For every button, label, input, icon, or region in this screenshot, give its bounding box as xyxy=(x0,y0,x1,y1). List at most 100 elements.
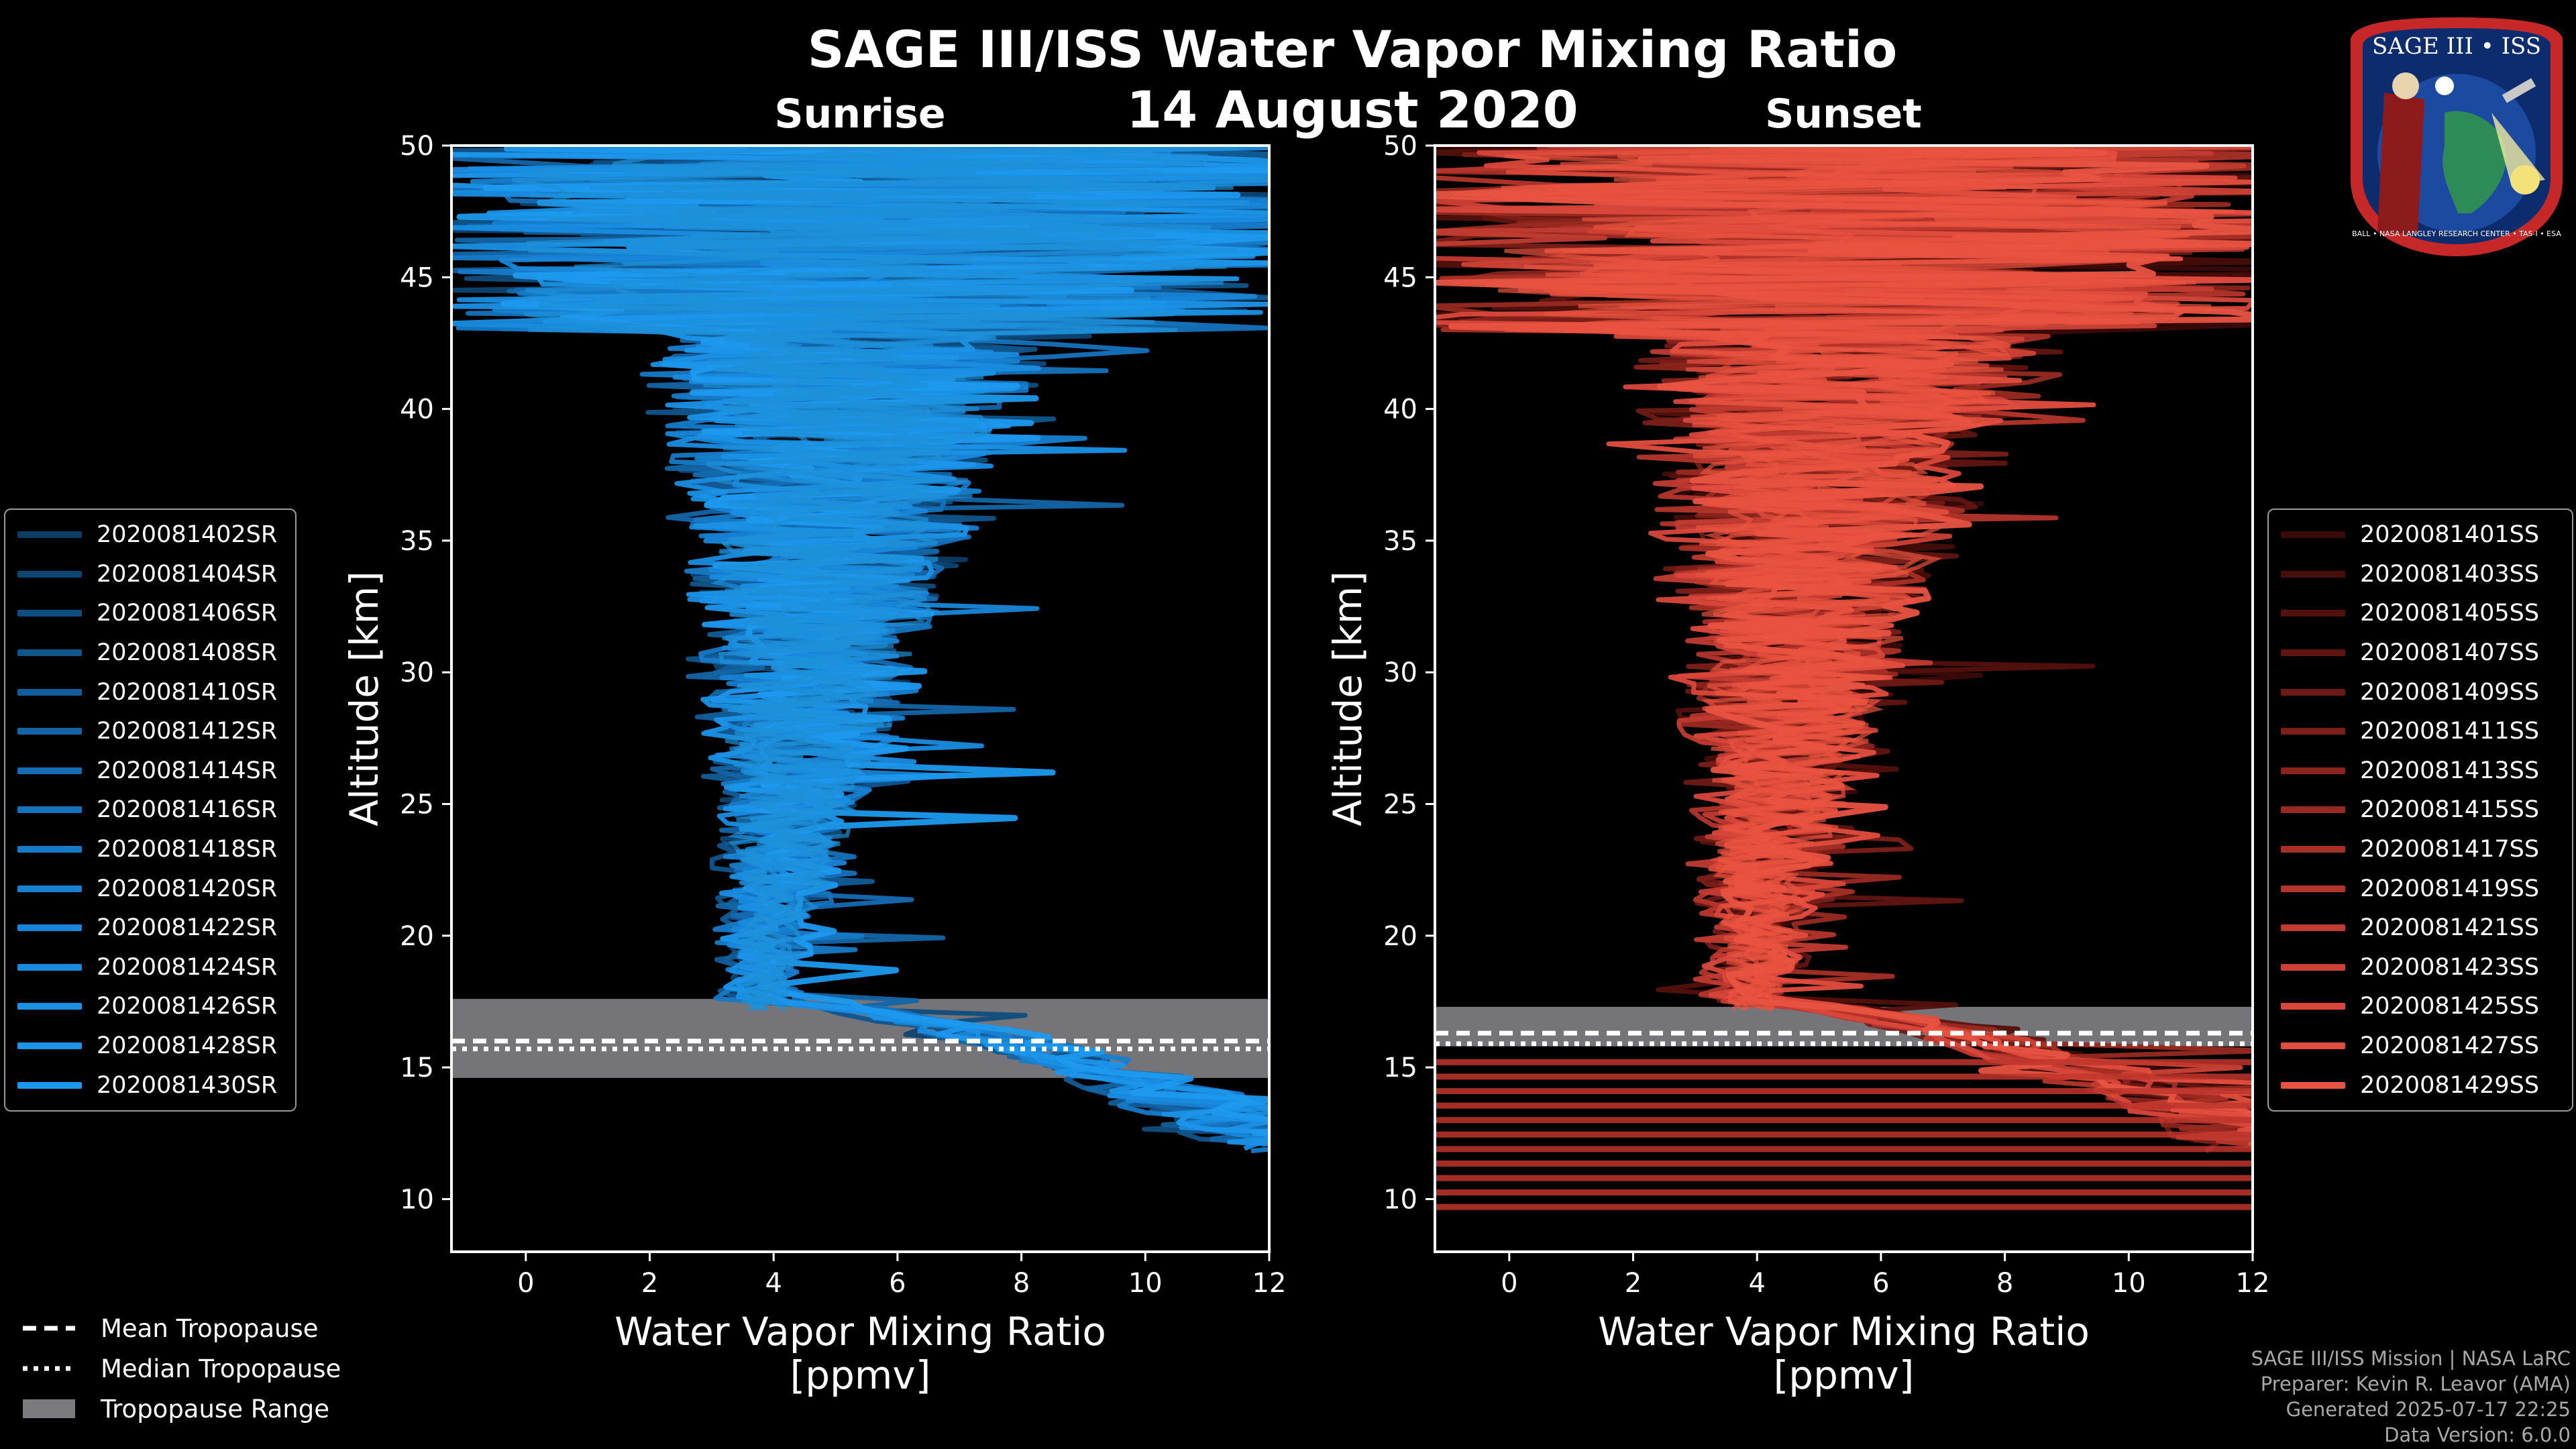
sunset-panel: Sunset 0 2 4 6 8 10 12 10 15 20 25 30 35 40 45 50 Water V… xyxy=(1325,91,2269,1398)
legend-swatch xyxy=(17,570,82,578)
x-axis-label: [ppmv] xyxy=(790,1352,931,1398)
axes-frame xyxy=(450,144,1271,1253)
legend-label: 2020081414SR xyxy=(97,757,278,784)
legend-item-2020081424SR: 2020081424SR xyxy=(5,948,295,987)
tropopause-range-label: Tropopause Range xyxy=(101,1394,330,1424)
sunrise-panel: Sunrise 0 2 4 6 8 10 12 10 15 20 25 30 35 40 45 50 Water … xyxy=(341,91,1287,1398)
x-tick-label: 10 xyxy=(1128,1268,1163,1299)
legend-item-2020081426SR: 2020081426SR xyxy=(5,987,295,1026)
legend-swatch xyxy=(17,846,82,853)
credit-version: Data Version: 6.0.0 xyxy=(2384,1424,2571,1446)
legend-item-2020081423SS: 2020081423SS xyxy=(2269,948,2572,987)
sunrise-legend: 2020081402SR 2020081404SR 2020081406SR 2020… xyxy=(4,508,297,1112)
legend-swatch xyxy=(2281,806,2345,814)
legend-item-2020081422SR: 2020081422SR xyxy=(5,908,295,948)
y-tick-label: 20 xyxy=(400,921,434,952)
legend-label: 2020081410SR xyxy=(97,678,278,706)
legend-swatch xyxy=(17,767,82,774)
legend-item-2020081412SR: 2020081412SR xyxy=(5,712,295,751)
x-tick-label: 2 xyxy=(641,1268,658,1299)
legend-label: 2020081409SS xyxy=(2360,678,2540,706)
legend-item-2020081421SS: 2020081421SS xyxy=(2269,908,2572,948)
legend-median-tropopause: Median Tropopause xyxy=(20,1348,341,1389)
legend-label: 2020081405SS xyxy=(2360,600,2540,627)
legend-swatch xyxy=(2281,963,2345,971)
y-tick-label: 35 xyxy=(400,526,434,557)
x-tick-label: 4 xyxy=(1748,1268,1765,1299)
legend-item-2020081413SS: 2020081413SS xyxy=(2269,751,2572,791)
legend-swatch xyxy=(2281,924,2345,932)
legend-swatch xyxy=(17,649,82,657)
legend-label: 2020081415SS xyxy=(2360,796,2540,824)
y-axis-label: Altitude [km] xyxy=(1325,571,1371,826)
legend-swatch xyxy=(2281,767,2345,774)
median-tropopause-label: Median Tropopause xyxy=(101,1354,341,1383)
legend-label: 2020081425SS xyxy=(2360,993,2540,1020)
y-tick-label: 15 xyxy=(1383,1053,1417,1083)
x-tick-label: 4 xyxy=(765,1268,782,1299)
legend-swatch xyxy=(2281,688,2345,696)
legend-swatch xyxy=(2281,728,2345,735)
y-tick-label: 25 xyxy=(1383,790,1417,820)
legend-swatch xyxy=(2281,1042,2345,1050)
legend-label: 2020081427SS xyxy=(2360,1032,2540,1060)
legend-item-2020081420SR: 2020081420SR xyxy=(5,869,295,908)
logo-ring-text: BALL • NASA LANGLEY RESEARCH CENTER • TA… xyxy=(2352,229,2561,238)
legend-swatch xyxy=(2281,846,2345,853)
legend-swatch xyxy=(2281,885,2345,892)
legend-item-2020081418SR: 2020081418SR xyxy=(5,830,295,869)
logo-title: SAGE III • ISS xyxy=(2372,33,2541,60)
dotted-line-swatch xyxy=(23,1366,75,1371)
legend-swatch xyxy=(2281,570,2345,578)
mean-tropopause-label: Mean Tropopause xyxy=(101,1313,319,1343)
legend-label: 2020081418SR xyxy=(97,836,278,863)
credit-mission: SAGE III/ISS Mission | NASA LaRC xyxy=(2251,1347,2571,1370)
legend-item-2020081416SR: 2020081416SR xyxy=(5,790,295,830)
legend-item-2020081406SR: 2020081406SR xyxy=(5,594,295,633)
profile-overlay xyxy=(526,146,1153,1012)
legend-label: 2020081422SR xyxy=(97,914,278,942)
legend-item-2020081409SS: 2020081409SS xyxy=(2269,672,2572,712)
x-tick-label: 12 xyxy=(1252,1268,1287,1299)
legend-item-2020081428SR: 2020081428SR xyxy=(5,1026,295,1066)
y-tick-label: 30 xyxy=(400,657,434,688)
legend-label: 2020081423SS xyxy=(2360,953,2540,981)
x-tick-label: 8 xyxy=(1013,1268,1030,1299)
legend-label: 2020081401SS xyxy=(2360,521,2540,549)
legend-label: 2020081426SR xyxy=(97,993,278,1020)
y-tick-label: 10 xyxy=(1383,1184,1417,1215)
legend-label: 2020081424SR xyxy=(97,953,278,981)
legend-label: 2020081428SR xyxy=(97,1032,278,1060)
y-tick-label: 50 xyxy=(400,131,434,162)
dashed-line-swatch xyxy=(23,1326,75,1331)
legend-label: 2020081420SR xyxy=(97,875,278,902)
legend-item-2020081414SR: 2020081414SR xyxy=(5,751,295,791)
legend-swatch xyxy=(17,924,82,932)
legend-swatch xyxy=(17,688,82,696)
range-swatch xyxy=(23,1399,75,1418)
y-tick-label: 40 xyxy=(400,394,434,425)
y-tick-label: 10 xyxy=(400,1184,434,1215)
x-tick-label: 0 xyxy=(517,1268,534,1299)
sage-iii-iss-logo: SAGE III • ISS BALL • NASA LANGLEY RESEA… xyxy=(2351,17,2563,256)
legend-tropopause-range: Tropopause Range xyxy=(20,1389,341,1429)
x-axis-label: [ppmv] xyxy=(1774,1352,1915,1398)
legend-item-2020081429SS: 2020081429SS xyxy=(2269,1065,2572,1105)
legend-label: 2020081429SS xyxy=(2360,1071,2540,1099)
y-tick-label: 45 xyxy=(1383,262,1417,293)
y-tick-label: 20 xyxy=(1383,921,1417,952)
figure-title: SAGE III/ISS Water Vapor Mixing Ratio xyxy=(808,19,1898,79)
legend-item-2020081407SS: 2020081407SS xyxy=(2269,633,2572,673)
legend-label: 2020081404SR xyxy=(97,560,278,588)
figure-date: 14 August 2020 xyxy=(1126,80,1578,140)
legend-item-2020081401SS: 2020081401SS xyxy=(2269,515,2572,555)
legend-label: 2020081407SS xyxy=(2360,639,2540,667)
legend-label: 2020081430SR xyxy=(97,1071,278,1099)
legend-swatch xyxy=(17,1003,82,1010)
legend-item-2020081408SR: 2020081408SR xyxy=(5,633,295,673)
credits-block: SAGE III/ISS Mission | NASA LaRC Prepare… xyxy=(2251,1346,2571,1448)
legend-label: 2020081419SS xyxy=(2360,875,2540,902)
legend-swatch xyxy=(17,1042,82,1050)
legend-swatch xyxy=(17,885,82,892)
panel-title: Sunrise xyxy=(774,91,945,138)
